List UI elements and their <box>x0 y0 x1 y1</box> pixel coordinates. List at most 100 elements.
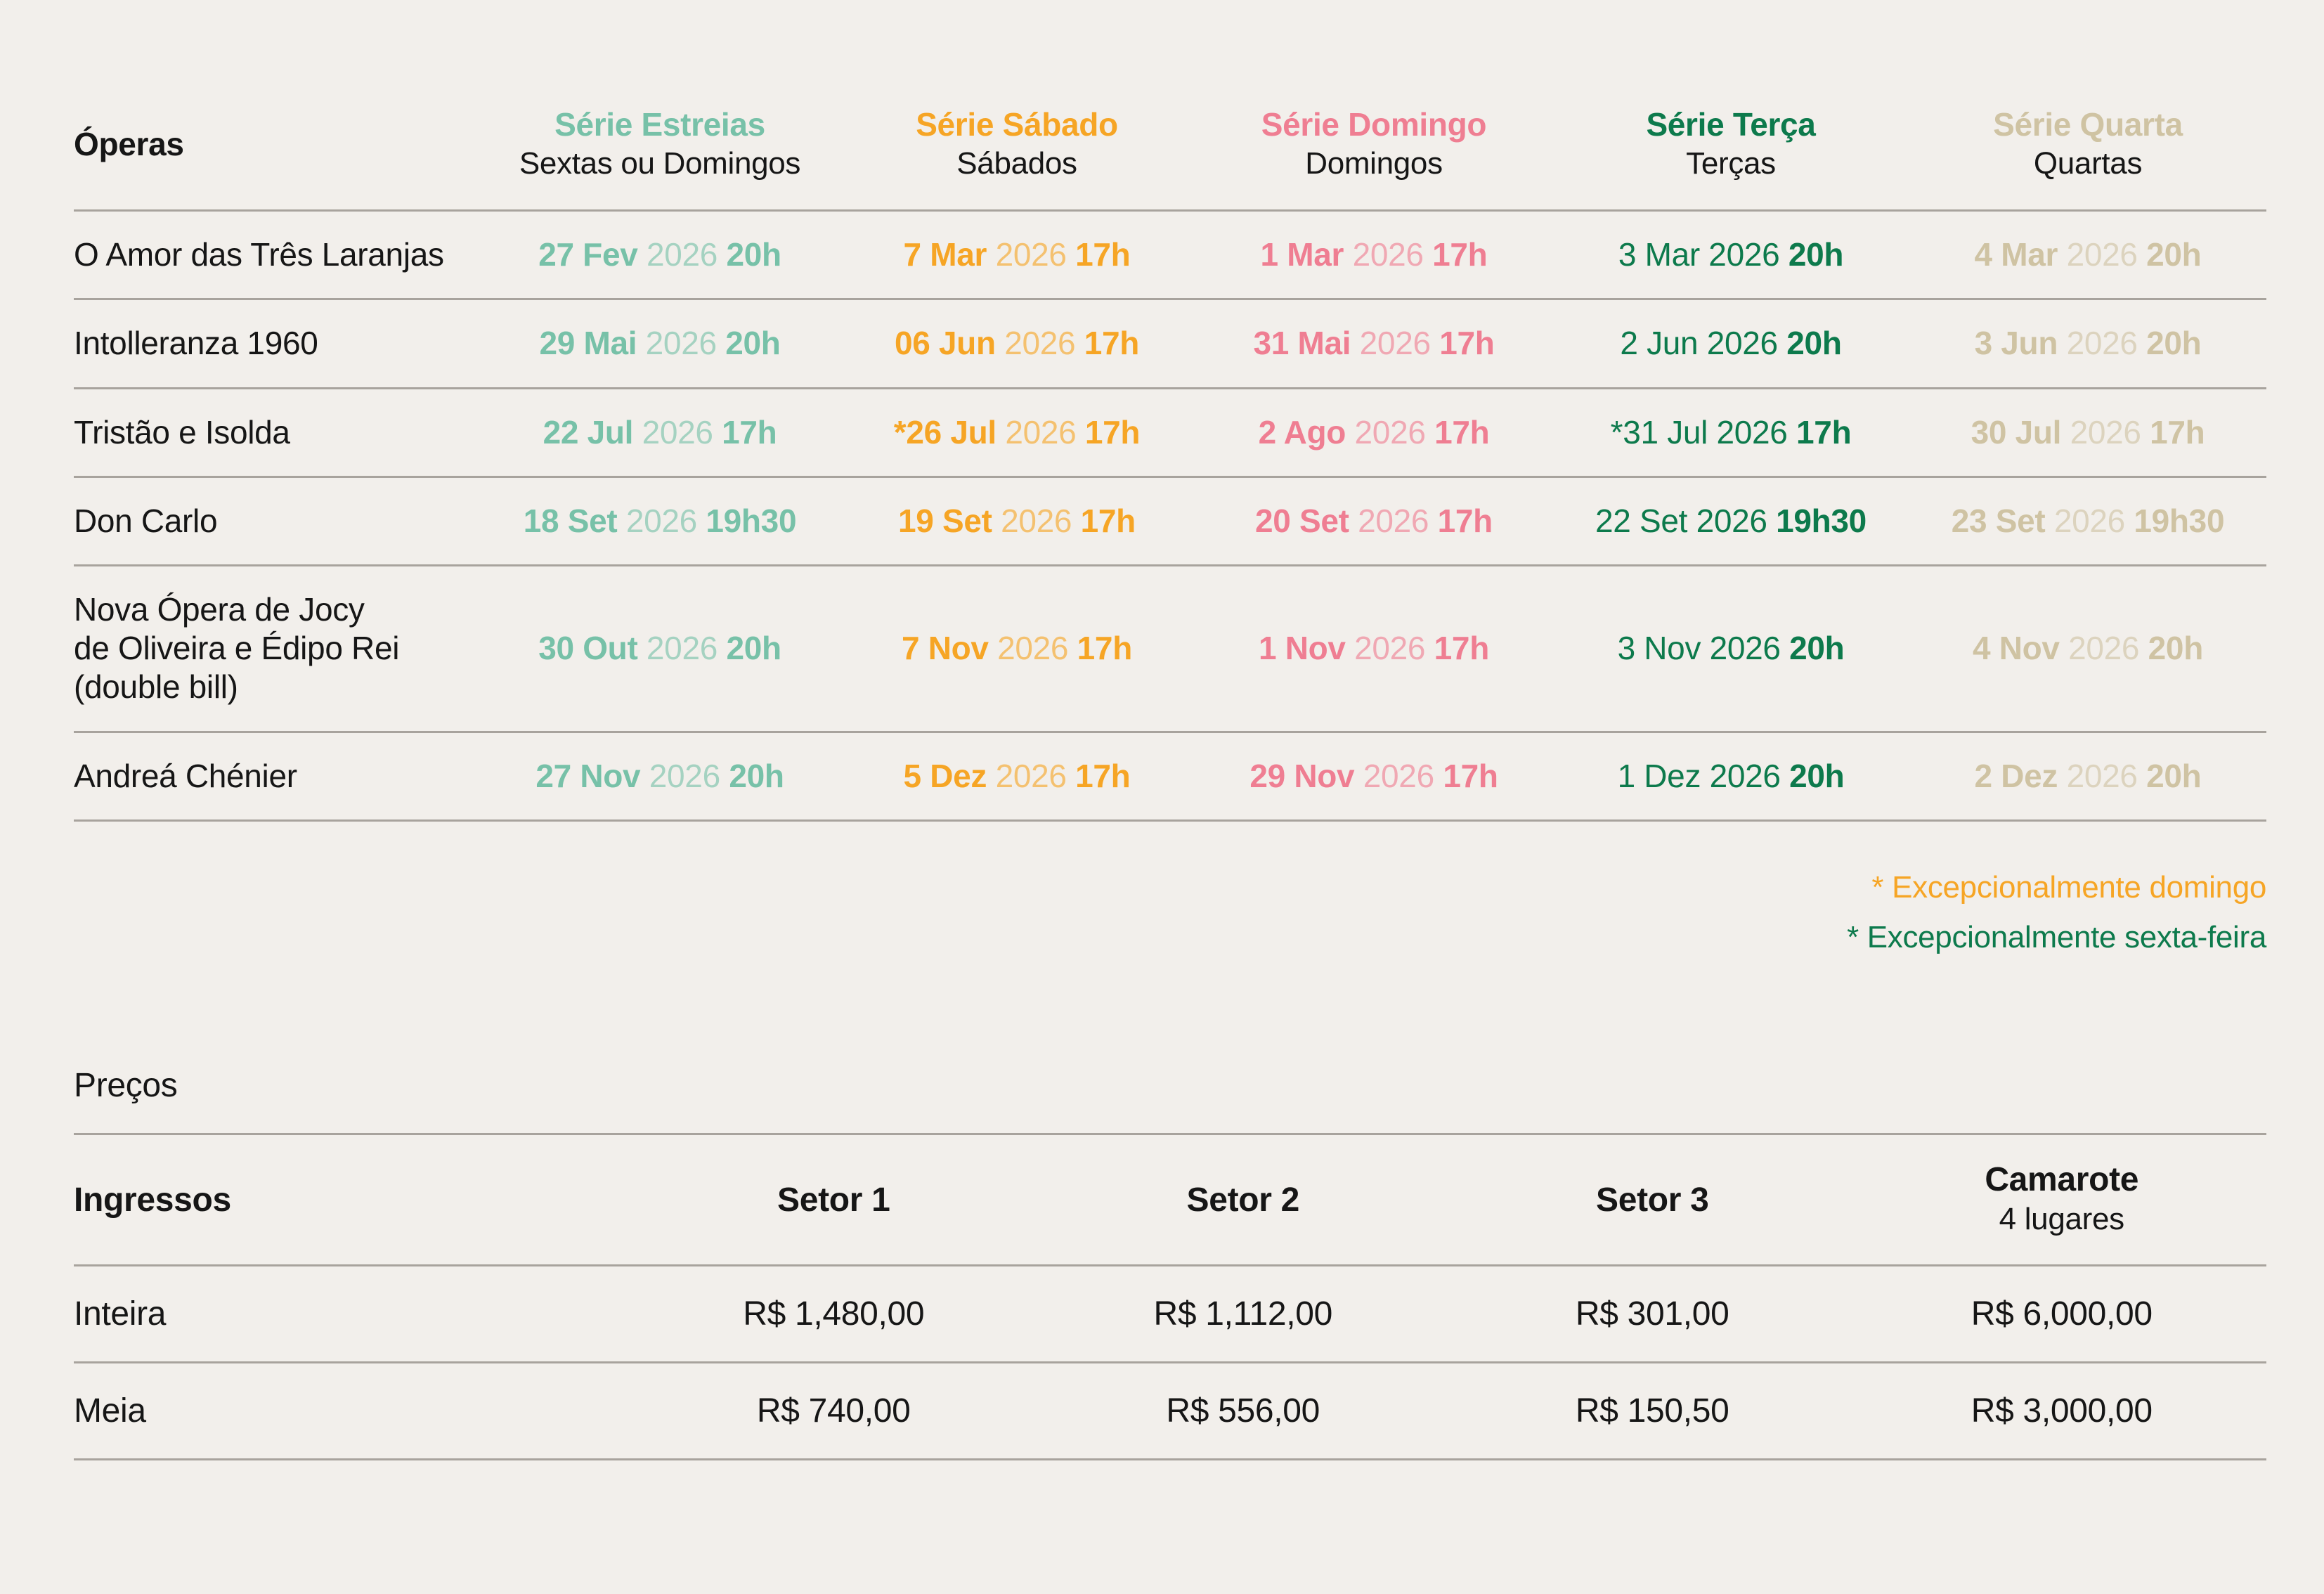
date-day-month: 5 Dez <box>903 757 987 794</box>
price-row: Meia R$ 740,00 R$ 556,00 R$ 150,50 R$ 3,000,… <box>74 1362 2266 1461</box>
date-cell: 2 Jun 2026 20h <box>1552 299 1909 389</box>
date-year: 2026 <box>649 757 720 794</box>
date-year: 2026 <box>2068 630 2140 667</box>
series-name: Série Terça <box>1646 106 1816 143</box>
series-header-4: Série Terça Terças <box>1552 105 1909 212</box>
date-cell: 22 Set 2026 19h30 <box>1552 477 1909 566</box>
date-cell: 4 Mar 2026 20h <box>1909 210 2266 301</box>
series-sublabel: Terças <box>1686 146 1776 181</box>
date-cell: 22 Jul 2026 17h <box>481 388 838 478</box>
opera-row: Tristão e Isolda 22 Jul 2026 17h *26 Jul 2… <box>74 388 2266 478</box>
date-day-month: 3 Jun <box>1974 325 2058 362</box>
price-value: R$ 556,00 <box>1038 1362 1448 1461</box>
series-name: Série Domingo <box>1261 106 1487 143</box>
date-day-month: 2 Dez <box>1974 757 2058 794</box>
date-time: 20h <box>729 757 784 794</box>
date-day-month: 29 Mai <box>539 325 637 362</box>
date-time: 20h <box>1788 236 1844 273</box>
opera-name: Andreá Chénier <box>74 732 481 822</box>
date-day-month: 3 Nov 2026 <box>1617 630 1781 667</box>
date-year: 2026 <box>645 325 717 362</box>
price-value: R$ 740,00 <box>629 1362 1039 1461</box>
price-row: Inteira R$ 1,480,00 R$ 1,112,00 R$ 301,00 R$… <box>74 1265 2266 1364</box>
date-year: 2026 <box>1359 325 1431 362</box>
date-cell: 1 Nov 2026 17h <box>1195 565 1552 733</box>
date-cell: 06 Jun 2026 17h <box>838 299 1195 389</box>
price-value: R$ 1,112,00 <box>1038 1265 1448 1364</box>
date-cell: 23 Set 2026 19h30 <box>1909 477 2266 566</box>
date-time: 20h <box>726 630 781 667</box>
date-year: 2026 <box>1358 502 1429 539</box>
date-day-month: 30 Out <box>538 630 638 667</box>
date-day-month: 3 Mar 2026 <box>1618 236 1780 273</box>
date-day-month: *31 Jul 2026 <box>1610 413 1788 451</box>
date-cell: 18 Set 2026 19h30 <box>481 477 838 566</box>
date-day-month: *26 Jul <box>893 413 997 451</box>
prices-title: Preços <box>74 1067 178 1105</box>
opera-name: Intolleranza 1960 <box>74 299 481 389</box>
date-cell: 7 Mar 2026 17h <box>838 210 1195 301</box>
date-time: 17h <box>1077 630 1133 667</box>
date-year: 2026 <box>2053 502 2125 539</box>
date-time: 17h <box>1084 413 1141 451</box>
date-year: 2026 <box>995 236 1067 273</box>
price-column-name: Setor 2 <box>1186 1181 1300 1219</box>
date-cell: 5 Dez 2026 17h <box>838 732 1195 822</box>
date-year: 2026 <box>1005 413 1077 451</box>
series-header-3: Série Domingo Domingos <box>1195 105 1552 212</box>
prices-header-row: Ingressos Setor 1 Setor 2 Setor 3 Camarote 4… <box>74 1133 2266 1267</box>
date-cell: 20 Set 2026 17h <box>1195 477 1552 566</box>
date-time: 17h <box>1439 325 1495 362</box>
series-sublabel: Domingos <box>1305 146 1443 181</box>
date-cell: 7 Nov 2026 17h <box>838 565 1195 733</box>
date-cell: 2 Ago 2026 17h <box>1195 388 1552 478</box>
price-column-header-4: Camarote 4 lugares <box>1857 1133 2266 1267</box>
price-column-header-1: Setor 1 <box>629 1133 1039 1267</box>
date-year: 2026 <box>1004 325 1076 362</box>
price-column-header-2: Setor 2 <box>1038 1133 1448 1267</box>
date-year: 2026 <box>2066 757 2138 794</box>
date-cell: *26 Jul 2026 17h <box>838 388 1195 478</box>
date-time: 17h <box>1443 757 1498 794</box>
date-time: 17h <box>1084 325 1140 362</box>
date-cell: 4 Nov 2026 20h <box>1909 565 2266 733</box>
date-cell: 3 Mar 2026 20h <box>1552 210 1909 301</box>
date-year: 2026 <box>2070 413 2141 451</box>
date-time: 17h <box>1080 502 1136 539</box>
date-year: 2026 <box>642 413 713 451</box>
date-time: 17h <box>1434 630 1490 667</box>
date-year: 2026 <box>1354 630 1426 667</box>
date-cell: 30 Jul 2026 17h <box>1909 388 2266 478</box>
date-day-month: 20 Set <box>1255 502 1349 539</box>
series-header-1: Série Estreias Sextas ou Domingos <box>481 105 838 212</box>
price-value: R$ 150,50 <box>1448 1362 1857 1461</box>
operas-column-header: Óperas <box>74 105 481 212</box>
date-year: 2026 <box>1363 757 1434 794</box>
date-day-month: 4 Mar <box>1974 236 2058 273</box>
date-day-month: 18 Set <box>523 502 618 539</box>
footnote-sunday-exception: * Excepcionalmente domingo <box>1871 869 2266 905</box>
date-cell: 3 Nov 2026 20h <box>1552 565 1909 733</box>
date-day-month: 23 Set <box>1951 502 2046 539</box>
date-day-month: 7 Mar <box>903 236 987 273</box>
date-time: 20h <box>726 236 781 273</box>
date-cell: 30 Out 2026 20h <box>481 565 838 733</box>
price-column-header-3: Setor 3 <box>1448 1133 1857 1267</box>
date-time: 17h <box>1075 236 1131 273</box>
price-value: R$ 1,480,00 <box>629 1265 1039 1364</box>
date-day-month: 27 Nov <box>535 757 641 794</box>
date-time: 19h30 <box>706 502 797 539</box>
date-cell: 27 Fev 2026 20h <box>481 210 838 301</box>
date-time: 17h <box>1432 236 1488 273</box>
series-name: Série Sábado <box>916 106 1118 143</box>
price-value: R$ 301,00 <box>1448 1265 1857 1364</box>
series-sublabel: Sextas ou Domingos <box>519 146 801 181</box>
date-time: 19h30 <box>2134 502 2225 539</box>
date-day-month: 19 Set <box>898 502 992 539</box>
series-header-5: Série Quarta Quartas <box>1909 105 2266 212</box>
date-time: 17h <box>1437 502 1493 539</box>
date-year: 2026 <box>646 236 718 273</box>
footnote-friday-exception: * Excepcionalmente sexta-feira <box>1847 919 2266 954</box>
date-day-month: 31 Mai <box>1253 325 1351 362</box>
price-column-name: Setor 3 <box>1596 1181 1709 1219</box>
